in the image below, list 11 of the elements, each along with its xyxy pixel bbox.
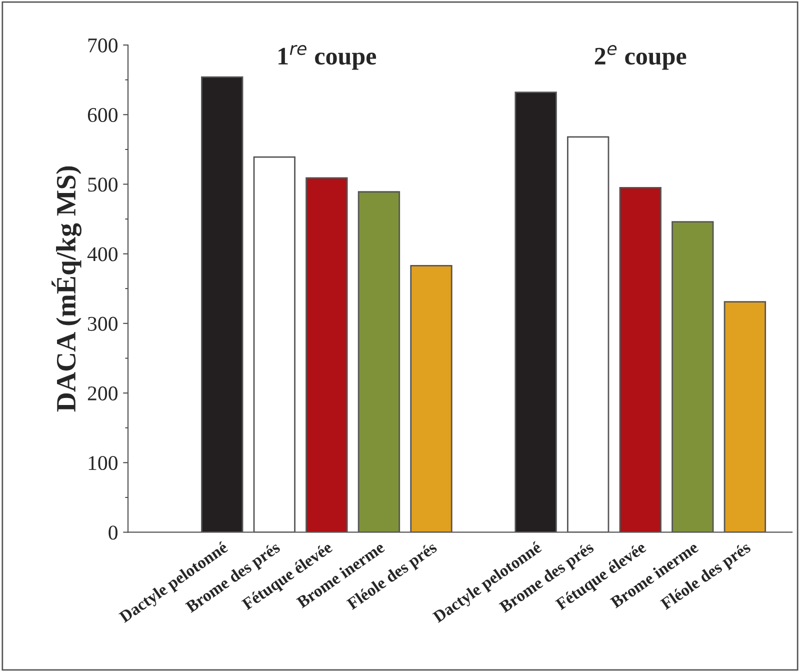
y-tick-label: 200	[88, 386, 118, 400]
y-tick-label: 100	[88, 456, 118, 470]
annotation: 2$^{e}$ coupe	[594, 45, 686, 70]
y-axis-title: DACA (mÉq/kg MS)	[52, 166, 82, 412]
y-tick-label: 700	[88, 38, 118, 52]
y-tick-label: 600	[88, 108, 118, 122]
y-tick-label: 500	[88, 178, 118, 192]
annotation: 1$^{re}$ coupe	[278, 45, 376, 70]
y-tick-label: 300	[88, 316, 118, 331]
y-tick-label: 0	[108, 526, 118, 540]
y-tick-label: 400	[87, 247, 118, 262]
